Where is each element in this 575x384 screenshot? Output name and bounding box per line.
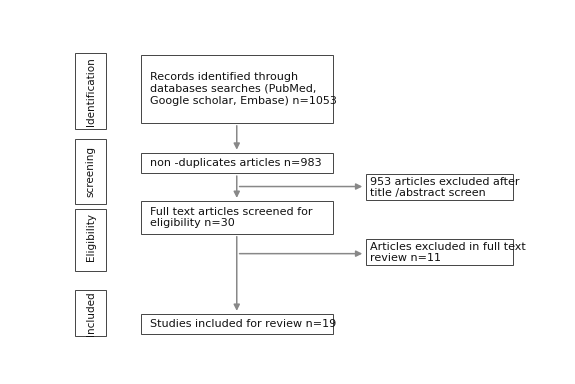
FancyBboxPatch shape (141, 201, 332, 234)
FancyBboxPatch shape (366, 174, 513, 200)
FancyBboxPatch shape (75, 139, 106, 204)
Text: screening: screening (86, 146, 95, 197)
FancyBboxPatch shape (141, 153, 332, 173)
FancyBboxPatch shape (75, 209, 106, 271)
Text: Included: Included (86, 291, 95, 336)
Text: Identification: Identification (86, 58, 95, 126)
FancyBboxPatch shape (75, 290, 106, 336)
FancyBboxPatch shape (75, 53, 106, 129)
Text: Articles excluded in full text
review n=11: Articles excluded in full text review n=… (370, 242, 526, 263)
Text: Eligibility: Eligibility (86, 213, 95, 261)
FancyBboxPatch shape (141, 55, 332, 123)
Text: Studies included for review n=19: Studies included for review n=19 (150, 319, 336, 329)
FancyBboxPatch shape (366, 240, 513, 265)
Text: non -duplicates articles n=983: non -duplicates articles n=983 (150, 158, 321, 168)
Text: 953 articles excluded after
title /abstract screen: 953 articles excluded after title /abstr… (370, 177, 520, 198)
FancyBboxPatch shape (141, 314, 332, 334)
Text: Records identified through
databases searches (PubMed,
Google scholar, Embase) n: Records identified through databases sea… (150, 72, 337, 106)
Text: Full text articles screened for
eligibility n=30: Full text articles screened for eligibil… (150, 207, 312, 228)
